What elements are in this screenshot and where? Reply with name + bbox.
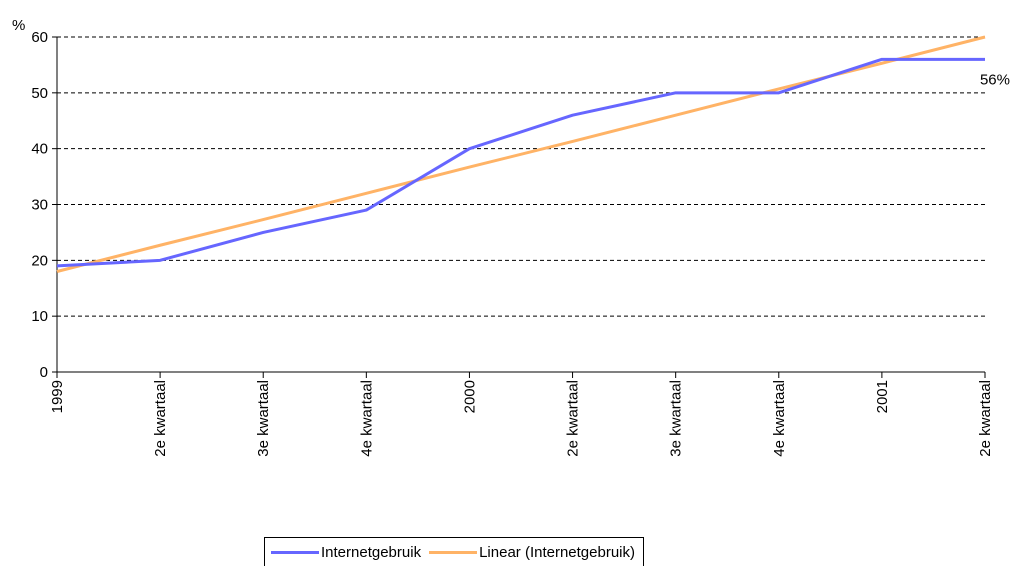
y-tick-label-30: 30 [31, 197, 48, 214]
x-tick-label-5: 2e kwartaal [565, 380, 582, 457]
legend-label-internetgebruik: Internetgebruik [321, 543, 422, 561]
x-tick-label-7: 4e kwartaal [771, 380, 788, 457]
y-tick-label-0: 0 [40, 364, 48, 381]
x-tick-label-1: 2e kwartaal [152, 380, 169, 457]
x-tick-label-8: 2001 [874, 380, 891, 413]
legend-swatch-internetgebruik [271, 550, 319, 554]
y-tick-label-40: 40 [31, 141, 48, 158]
y-tick-label-50: 50 [31, 85, 48, 102]
y-tick-label-60: 60 [31, 29, 48, 46]
series-lines [56, 35, 986, 273]
legend-swatch-linear [429, 550, 478, 554]
x-tick-labels: 1999 2e kwartaal 3e kwartaal 4e kwartaal 200… [49, 380, 994, 457]
legend-item-linear: Linear (Internetgebruik) [429, 544, 635, 561]
data-label-last-value: 56% [980, 71, 1010, 88]
x-tick-label-0: 1999 [49, 380, 66, 413]
legend-label-linear: Linear (Internetgebruik) [479, 543, 635, 561]
gridlines [57, 36, 985, 317]
y-axis-label: % [12, 17, 25, 34]
axes [52, 36, 986, 378]
y-tick-label-20: 20 [31, 252, 48, 269]
y-tick-label-10: 10 [31, 308, 48, 325]
x-tick-label-6: 3e kwartaal [668, 380, 685, 457]
x-tick-label-3: 4e kwartaal [358, 380, 375, 457]
legend-item-internetgebruik: Internetgebruik [271, 544, 421, 561]
x-tick-label-2: 3e kwartaal [255, 380, 272, 457]
x-tick-label-9: 2e kwartaal [977, 380, 994, 457]
series-line-internetgebruik [56, 57, 985, 268]
y-tick-labels: 0 10 20 30 40 50 60 [31, 29, 48, 381]
legend: Internetgebruik Linear (Internetgebruik) [264, 537, 644, 566]
x-tick-label-4: 2000 [461, 380, 478, 413]
